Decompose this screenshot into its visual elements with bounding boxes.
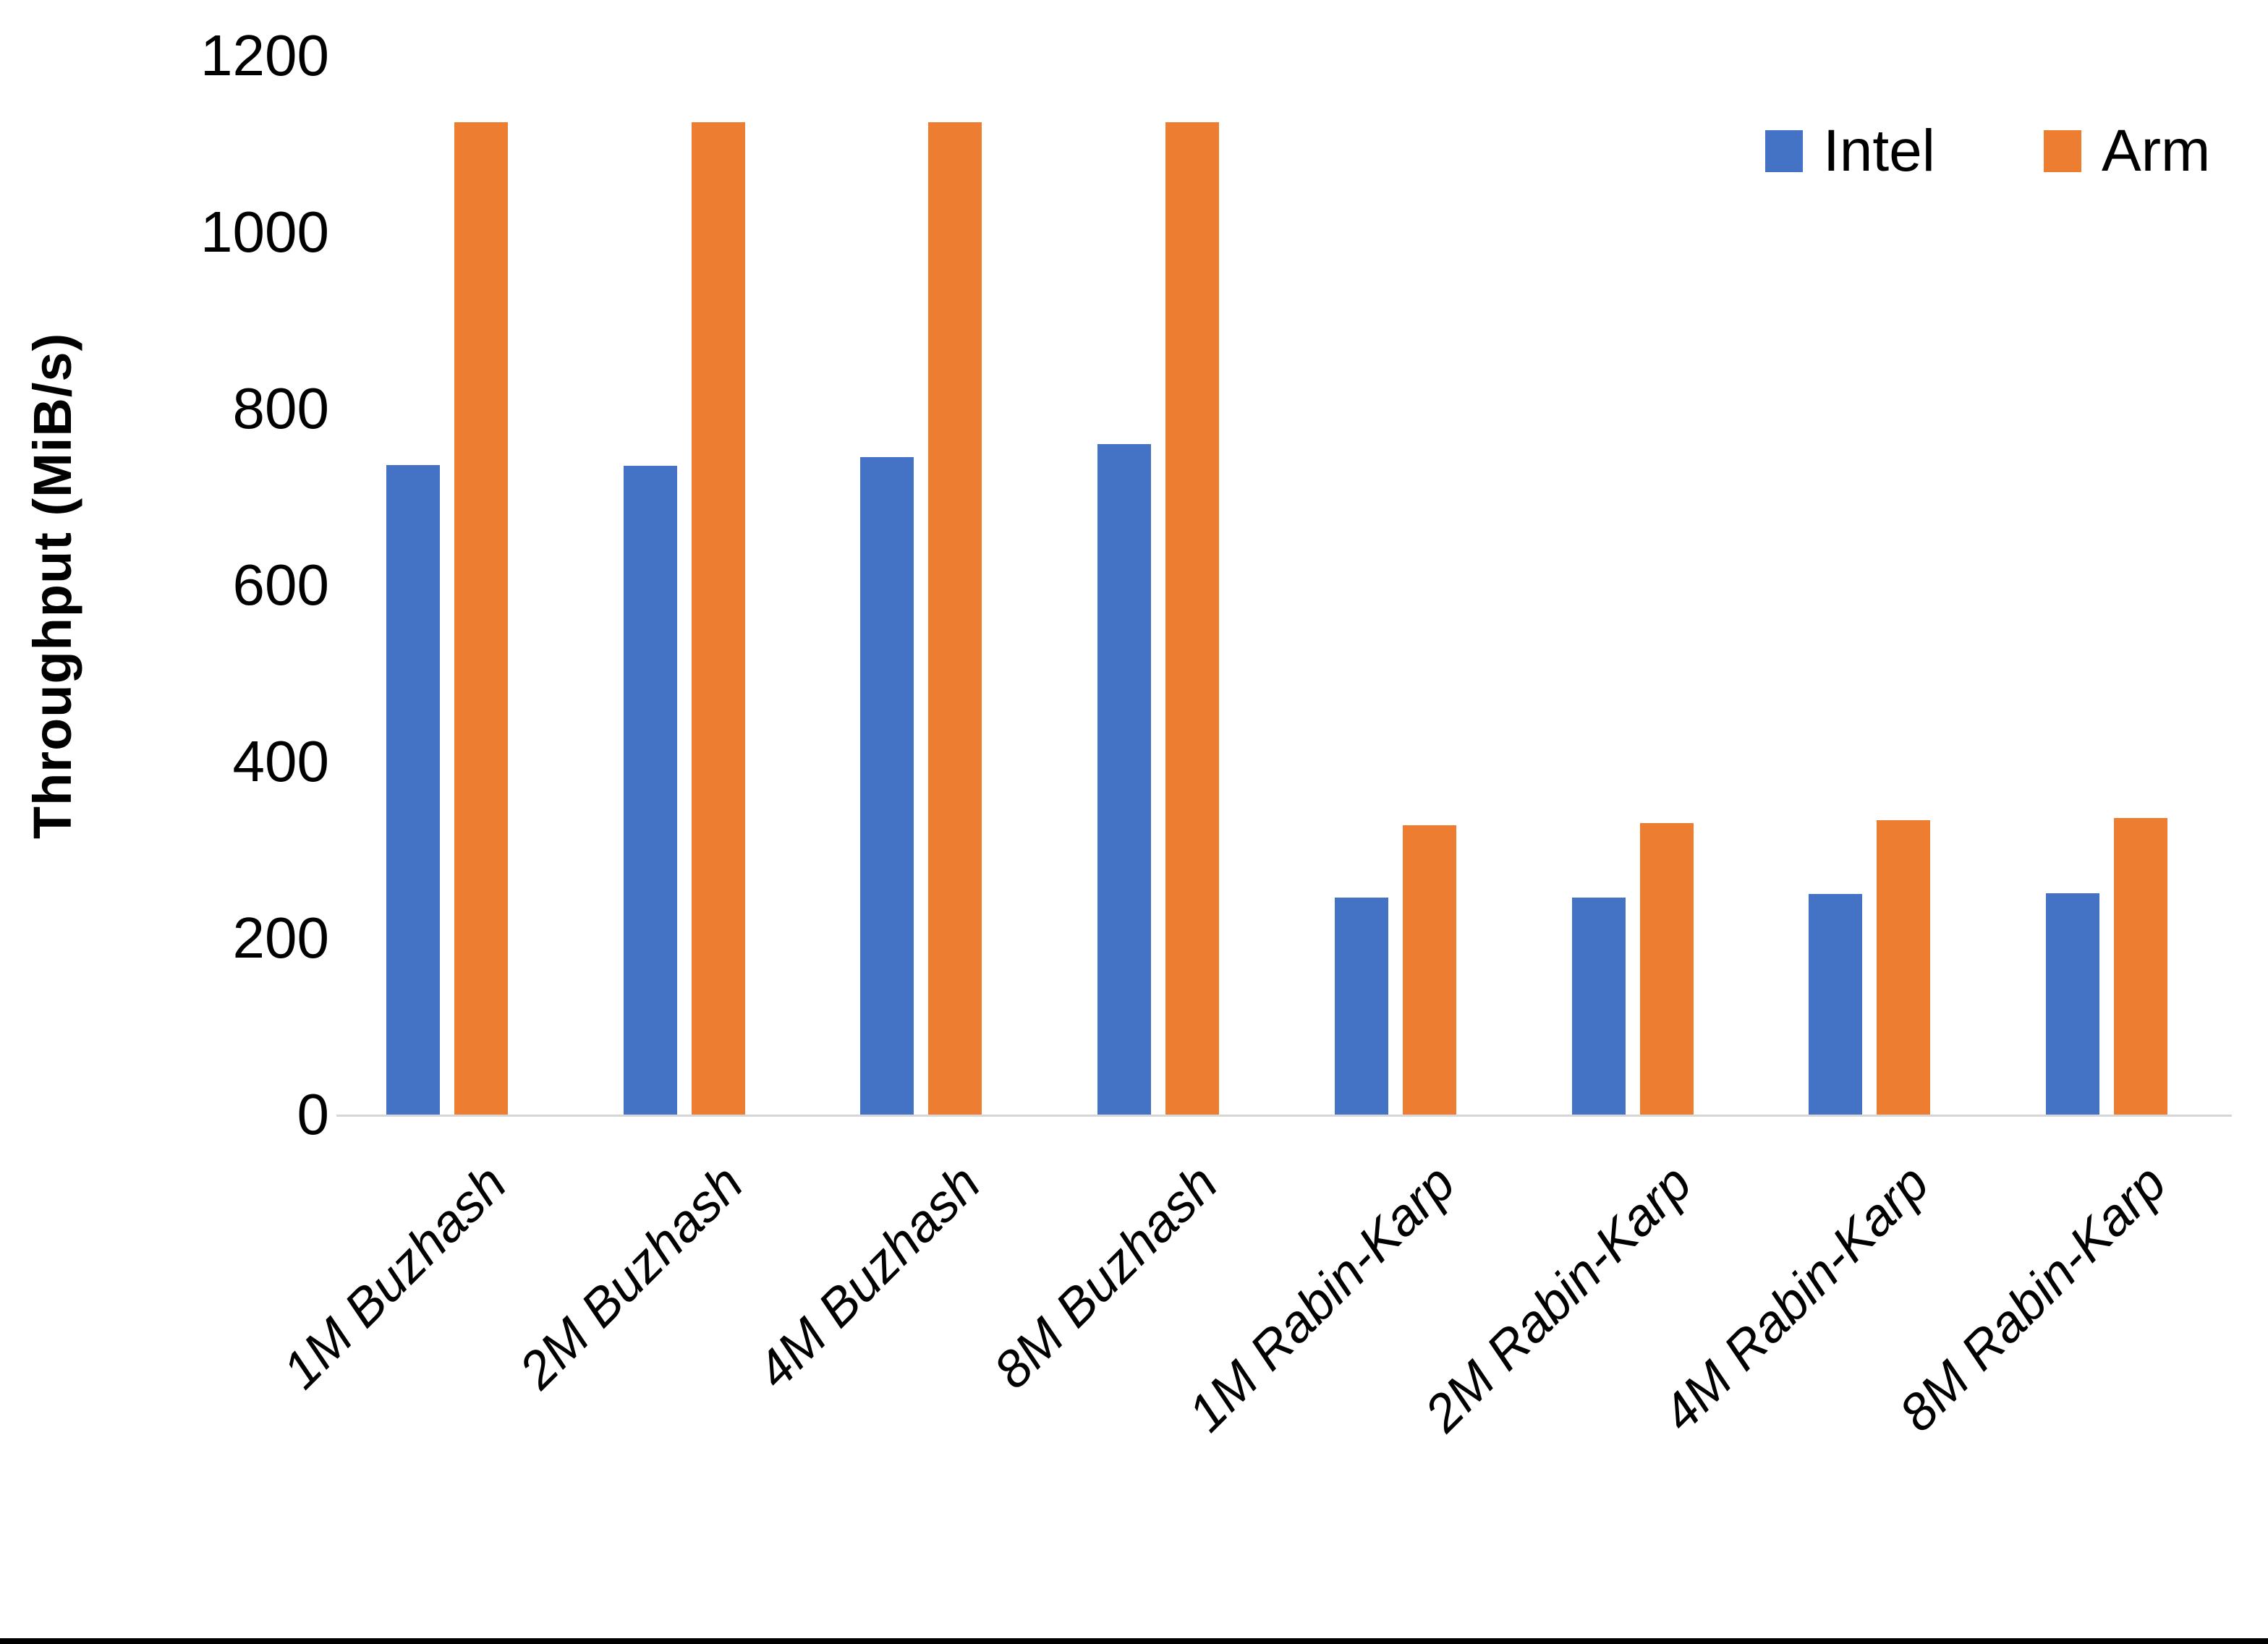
legend-swatch-arm <box>2044 130 2081 172</box>
legend-item-arm: Arm <box>2044 122 2210 181</box>
bar-intel-8m-buzhash <box>1097 443 1152 1115</box>
bottom-border <box>0 1638 2268 1644</box>
bar-arm-1m-buzhash <box>454 122 508 1115</box>
bar-arm-2m-rabin-karp <box>1639 823 1694 1115</box>
bar-arm-4m-rabin-karp <box>1877 819 1931 1115</box>
y-tick-label: 1200 <box>200 23 329 88</box>
y-tick-label: 200 <box>232 906 329 970</box>
bar-intel-4m-buzhash <box>860 457 914 1115</box>
legend-item-intel: Intel <box>1765 122 1935 181</box>
bar-intel-8m-rabin-karp <box>2045 893 2099 1115</box>
bar-intel-2m-rabin-karp <box>1571 897 1626 1115</box>
legend-swatch-intel <box>1765 130 1803 172</box>
x-category-label: 1M Buzhash <box>271 1154 518 1400</box>
y-tick-label: 1000 <box>200 200 329 264</box>
y-axis-title-text: Throughput (MiB/s) <box>22 332 82 840</box>
bar-intel-1m-rabin-karp <box>1334 897 1388 1115</box>
legend-label-intel: Intel <box>1823 118 1935 184</box>
bar-arm-4m-buzhash <box>928 122 982 1115</box>
legend-label-arm: Arm <box>2102 118 2211 184</box>
bar-arm-8m-rabin-karp <box>2113 818 2167 1115</box>
bar-intel-4m-rabin-karp <box>1809 894 1863 1115</box>
x-category-label: 4M Buzhash <box>746 1154 992 1400</box>
x-category-label: 2M Buzhash <box>509 1154 755 1400</box>
x-category-label: 8M Buzhash <box>982 1154 1229 1400</box>
bar-arm-1m-rabin-karp <box>1402 825 1456 1115</box>
y-tick-label: 0 <box>297 1082 330 1146</box>
bar-arm-8m-buzhash <box>1165 122 1220 1115</box>
y-tick-label: 600 <box>232 553 329 617</box>
y-tick-label: 400 <box>232 729 329 793</box>
y-tick-label: 800 <box>232 376 329 440</box>
legend: Intel Arm <box>1765 122 2210 181</box>
bar-intel-1m-buzhash <box>386 465 440 1115</box>
bar-intel-2m-buzhash <box>623 466 677 1115</box>
x-axis-line <box>336 1115 2232 1117</box>
bar-arm-2m-buzhash <box>691 122 745 1115</box>
